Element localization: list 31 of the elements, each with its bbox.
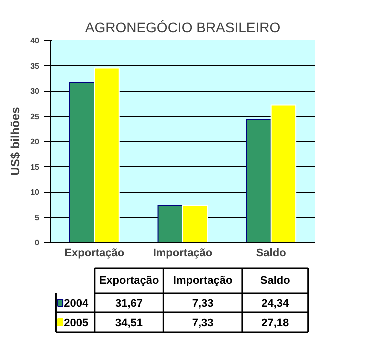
category-label: Saldo bbox=[260, 275, 290, 287]
y-tick-label: 30 bbox=[30, 87, 40, 96]
category-label: Importação bbox=[173, 275, 233, 287]
bar bbox=[94, 68, 120, 242]
y-axis-title: US$ bilhões bbox=[8, 106, 23, 176]
bar bbox=[69, 82, 96, 242]
bar bbox=[270, 104, 297, 242]
bar bbox=[182, 204, 208, 242]
y-tick-label: 15 bbox=[30, 162, 40, 172]
x-tick-label: Saldo bbox=[256, 248, 287, 260]
x-tick-label: Importação bbox=[153, 248, 213, 260]
legend-label: 2004 bbox=[64, 298, 90, 310]
y-tick-label: 10 bbox=[30, 188, 40, 197]
legend-label: 2005 bbox=[64, 318, 89, 330]
category-label: Exportação bbox=[99, 275, 160, 287]
y-tick-label: 40 bbox=[30, 36, 40, 46]
y-tick-label: 0 bbox=[35, 238, 40, 248]
chart-title: AGRONEGÓCIO BRASILEIRO bbox=[85, 20, 281, 36]
data-label: 7,33 bbox=[192, 318, 214, 330]
bar bbox=[158, 204, 184, 242]
data-label: 27,18 bbox=[262, 318, 290, 330]
x-tick-label: Exportação bbox=[64, 248, 125, 260]
y-tick-label: 25 bbox=[30, 112, 40, 122]
bar bbox=[246, 119, 272, 242]
y-tick-label: 5 bbox=[35, 213, 40, 222]
data-label: 31,67 bbox=[116, 298, 144, 310]
y-tick-label: 20 bbox=[30, 138, 40, 146]
y-tick-label: 35 bbox=[30, 62, 40, 71]
data-label: 24,34 bbox=[262, 298, 290, 310]
data-label: 7,33 bbox=[192, 298, 214, 310]
data-label: 34,51 bbox=[116, 318, 144, 330]
